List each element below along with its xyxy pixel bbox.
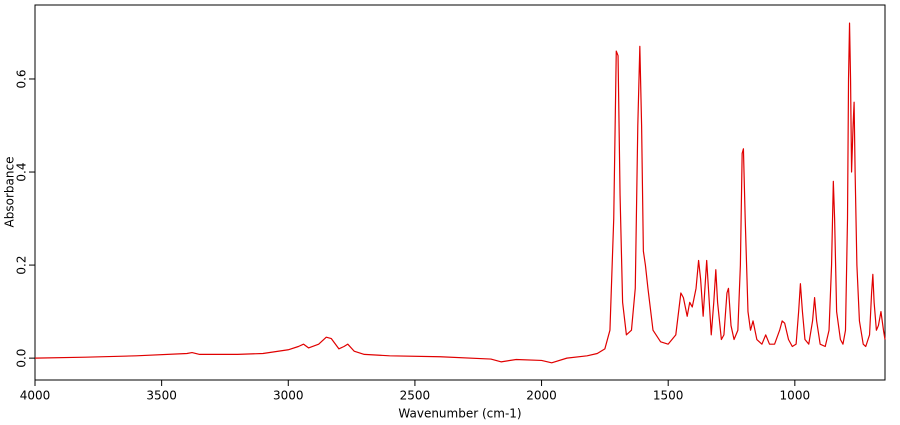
x-tick-label: 4000 <box>20 389 51 403</box>
x-tick-label: 1500 <box>653 389 684 403</box>
x-tick-label: 3500 <box>146 389 177 403</box>
spectrum-line <box>34 22 886 364</box>
x-tick-label: 2500 <box>400 389 431 403</box>
plot-frame <box>34 4 886 381</box>
y-tick-label: 0.0 <box>15 349 29 368</box>
y-axis-title: Absorbance <box>3 157 17 228</box>
y-tick-label: 0.6 <box>15 69 29 88</box>
y-tick-label: 0.4 <box>15 162 29 181</box>
x-tick-label: 3000 <box>273 389 304 403</box>
y-tick-label: 0.2 <box>15 256 29 275</box>
x-tick-label: 2000 <box>526 389 557 403</box>
x-tick-label: 1000 <box>780 389 811 403</box>
x-axis-title: Wavenumber (cm-1) <box>398 407 521 421</box>
